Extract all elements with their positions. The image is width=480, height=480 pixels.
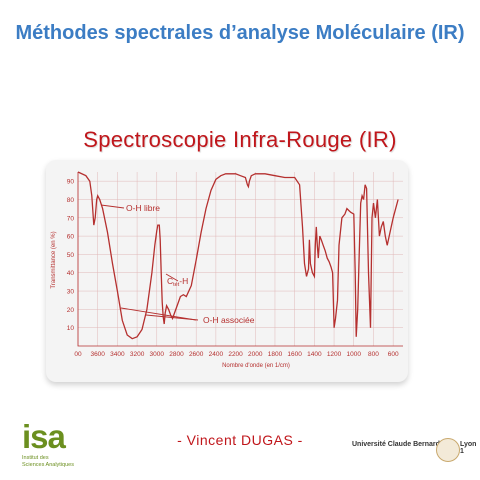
x-axis-label: Nombre d'onde (en 1/cm): [222, 363, 290, 369]
author-name: - Vincent DUGAS -: [177, 432, 303, 448]
y-tick-label: 30: [67, 289, 75, 296]
x-tick-label: 1800: [268, 351, 283, 358]
oh-libre-label: O-H libre: [126, 203, 160, 213]
x-tick-label: 3200: [130, 351, 145, 358]
university-city: Lyon 1: [460, 441, 477, 455]
x-tick-label: 2200: [228, 351, 243, 358]
ctet-pointer: [165, 273, 179, 282]
slide-title: Méthodes spectrales d’analyse Moléculair…: [15, 22, 465, 44]
y-tick-label: 50: [67, 252, 75, 259]
y-tick-label: 60: [67, 234, 75, 241]
axis-lines: [77, 172, 403, 347]
university-name: Université Claude Bernard: [352, 441, 440, 448]
y-tick-label: 70: [67, 215, 75, 222]
y-tick-label: 10: [67, 325, 75, 332]
y-axis-label: Transmittance (en %): [51, 231, 57, 288]
x-tick-label: 3000: [150, 351, 165, 358]
x-tick-label: 2800: [169, 351, 184, 358]
x-tick-label: 00: [74, 351, 82, 358]
oh-libre-pointer: [100, 204, 125, 209]
ir-spectrum-chart: 10 20 30 40 50 60 70 80 90 00 3600 3400 3200 3000 2800…: [51, 171, 403, 369]
x-tick-label: 1600: [287, 351, 302, 358]
x-tick-label: 1200: [327, 351, 342, 358]
isa-logo: isa Institut des Sciences Analytiques: [18, 418, 93, 473]
isa-logo-subtitle: Institut des Sciences Analytiques: [22, 455, 74, 468]
isa-logo-word: isa: [22, 418, 66, 455]
x-tick-label: 3400: [110, 351, 125, 358]
university-seal-icon: [436, 438, 460, 462]
x-tick-label: 800: [368, 351, 379, 358]
y-tick-label: 80: [67, 197, 75, 204]
y-tick-label: 40: [67, 270, 75, 277]
oh-associee-pointer-1: [120, 307, 197, 321]
y-tick-label: 20: [67, 307, 75, 314]
x-tick-label: 2400: [209, 351, 224, 358]
ctet-label: Ctét-H: [167, 276, 188, 288]
slide-subtitle: Spectroscopie Infra-Rouge (IR): [83, 127, 397, 152]
oh-associee-label: O-H associée: [203, 315, 255, 325]
x-tick-label: 2600: [189, 351, 204, 358]
x-tick-label: 1400: [307, 351, 322, 358]
oh-associee-pointer-2: [145, 314, 199, 321]
y-tick-label: 90: [67, 179, 75, 186]
spectrum-curve: [77, 171, 399, 340]
x-tick-label: 1000: [347, 351, 362, 358]
x-tick-label: 3600: [90, 351, 105, 358]
x-tick-label: 600: [388, 351, 399, 358]
x-tick-label: 2000: [248, 351, 263, 358]
ir-spectrum-panel: 10 20 30 40 50 60 70 80 90 00 3600 3400 3200 3000 2800…: [46, 160, 408, 382]
chart-axes: 10 20 30 40 50 60 70 80 90 00 3600 3400 3200 3000 2800…: [67, 172, 403, 358]
